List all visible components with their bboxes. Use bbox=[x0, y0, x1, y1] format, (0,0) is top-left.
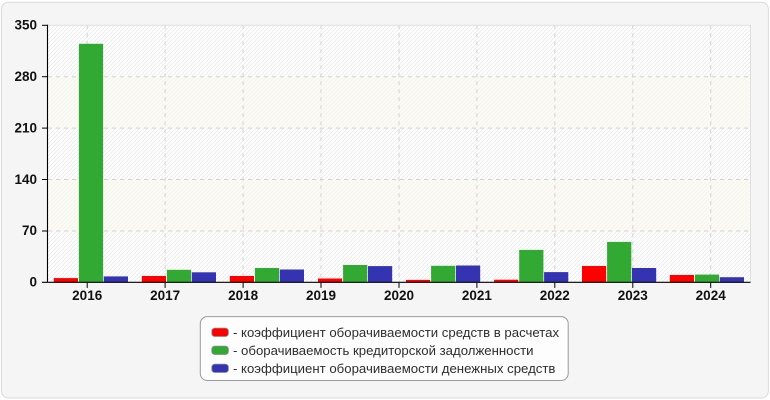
svg-text:2024: 2024 bbox=[696, 288, 727, 303]
svg-text:- коэффициент оборачиваемости: - коэффициент оборачиваемости денежных с… bbox=[233, 361, 555, 376]
svg-text:2019: 2019 bbox=[306, 288, 336, 303]
svg-text:2017: 2017 bbox=[150, 288, 180, 303]
svg-text:70: 70 bbox=[22, 223, 37, 238]
svg-text:2020: 2020 bbox=[384, 288, 414, 303]
svg-text:2021: 2021 bbox=[462, 288, 493, 303]
svg-text:- коэффициент оборачиваемости: - коэффициент оборачиваемости средств в … bbox=[233, 325, 560, 340]
svg-text:140: 140 bbox=[14, 172, 37, 187]
svg-text:- оборачиваемость кредиторской: - оборачиваемость кредиторской задолженн… bbox=[233, 343, 534, 358]
svg-text:2022: 2022 bbox=[540, 288, 570, 303]
svg-text:2018: 2018 bbox=[228, 288, 259, 303]
svg-text:280: 280 bbox=[14, 69, 37, 84]
svg-text:2016: 2016 bbox=[72, 288, 103, 303]
svg-text:210: 210 bbox=[14, 120, 37, 135]
svg-text:2023: 2023 bbox=[618, 288, 649, 303]
svg-text:0: 0 bbox=[29, 275, 37, 290]
svg-text:350: 350 bbox=[14, 18, 37, 33]
